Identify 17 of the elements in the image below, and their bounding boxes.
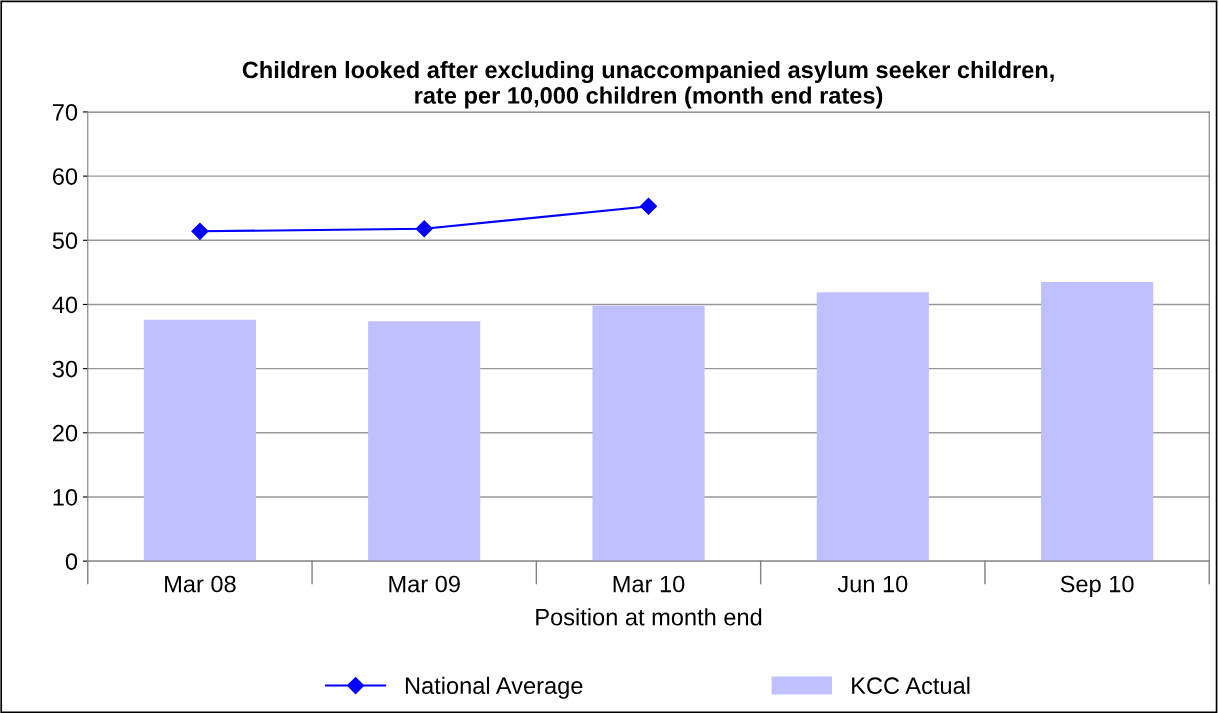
y-tick-label: 40 <box>52 296 78 314</box>
legend-label: National Average <box>405 676 583 699</box>
legend-label: KCC Actual <box>852 676 970 695</box>
y-tick-label: 50 <box>52 232 78 250</box>
x-tick-label: Mar 10 <box>613 575 685 593</box>
y-tick-label: 70 <box>53 104 78 121</box>
y-tick-label: 0 <box>65 553 78 570</box>
y-tick-label: 30 <box>52 360 78 378</box>
x-axis-title: Position at month end <box>536 608 762 626</box>
x-tick-label: Sep 10 <box>1060 575 1134 598</box>
y-tick-label: 60 <box>52 168 78 185</box>
chart-title: Children looked after excluding unaccompanied asylum seeker children, rate per 10,000 children (month end rates) <box>242 60 1054 109</box>
y-tick-label: 10 <box>53 489 78 506</box>
x-tick-label: Mar 08 <box>165 575 236 593</box>
y-tick-label: 20 <box>52 424 78 442</box>
x-tick-label: Jun 10 <box>837 575 908 593</box>
x-tick-label: Mar 09 <box>389 575 460 593</box>
